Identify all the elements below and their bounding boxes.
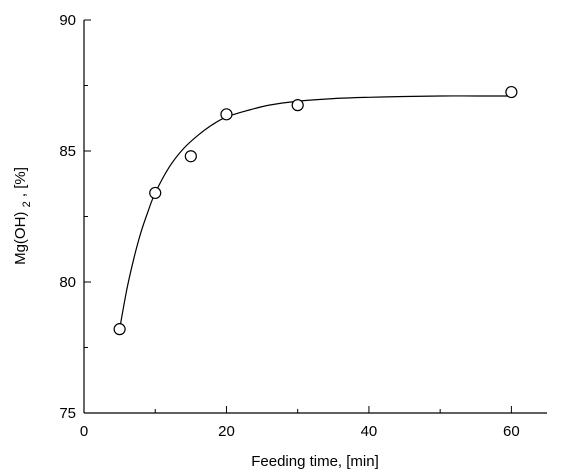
tick-labels: 0 20 40 60 75 80 85 90 [59,12,519,440]
data-points [113,85,518,336]
y-tick-label: 80 [59,274,76,291]
data-point [291,99,304,112]
data-point [184,150,197,163]
y-axis-label-suffix: , [%] [12,167,29,197]
x-axis-label: Feeding time, [min] [251,453,379,470]
y-tick-label: 85 [59,143,76,160]
x-tick-label: 40 [361,423,378,440]
data-point [113,323,126,336]
data-point [220,108,233,121]
y-axis-label-subscript: 2 [21,201,33,207]
data-point [505,85,518,99]
x-tick-label: 60 [503,423,520,440]
x-tick-label: 0 [80,423,88,440]
ticks [83,19,512,414]
y-axis-label: Mg(OH) 2 , [%] [12,167,34,265]
y-tick-label: 75 [59,405,76,422]
plot-frame [83,20,547,414]
data-point [149,186,162,200]
y-axis-label-prefix: Mg(OH) [12,212,29,265]
x-tick-label: 20 [218,423,235,440]
y-tick-label: 90 [59,12,76,29]
fit-curve [119,95,512,330]
